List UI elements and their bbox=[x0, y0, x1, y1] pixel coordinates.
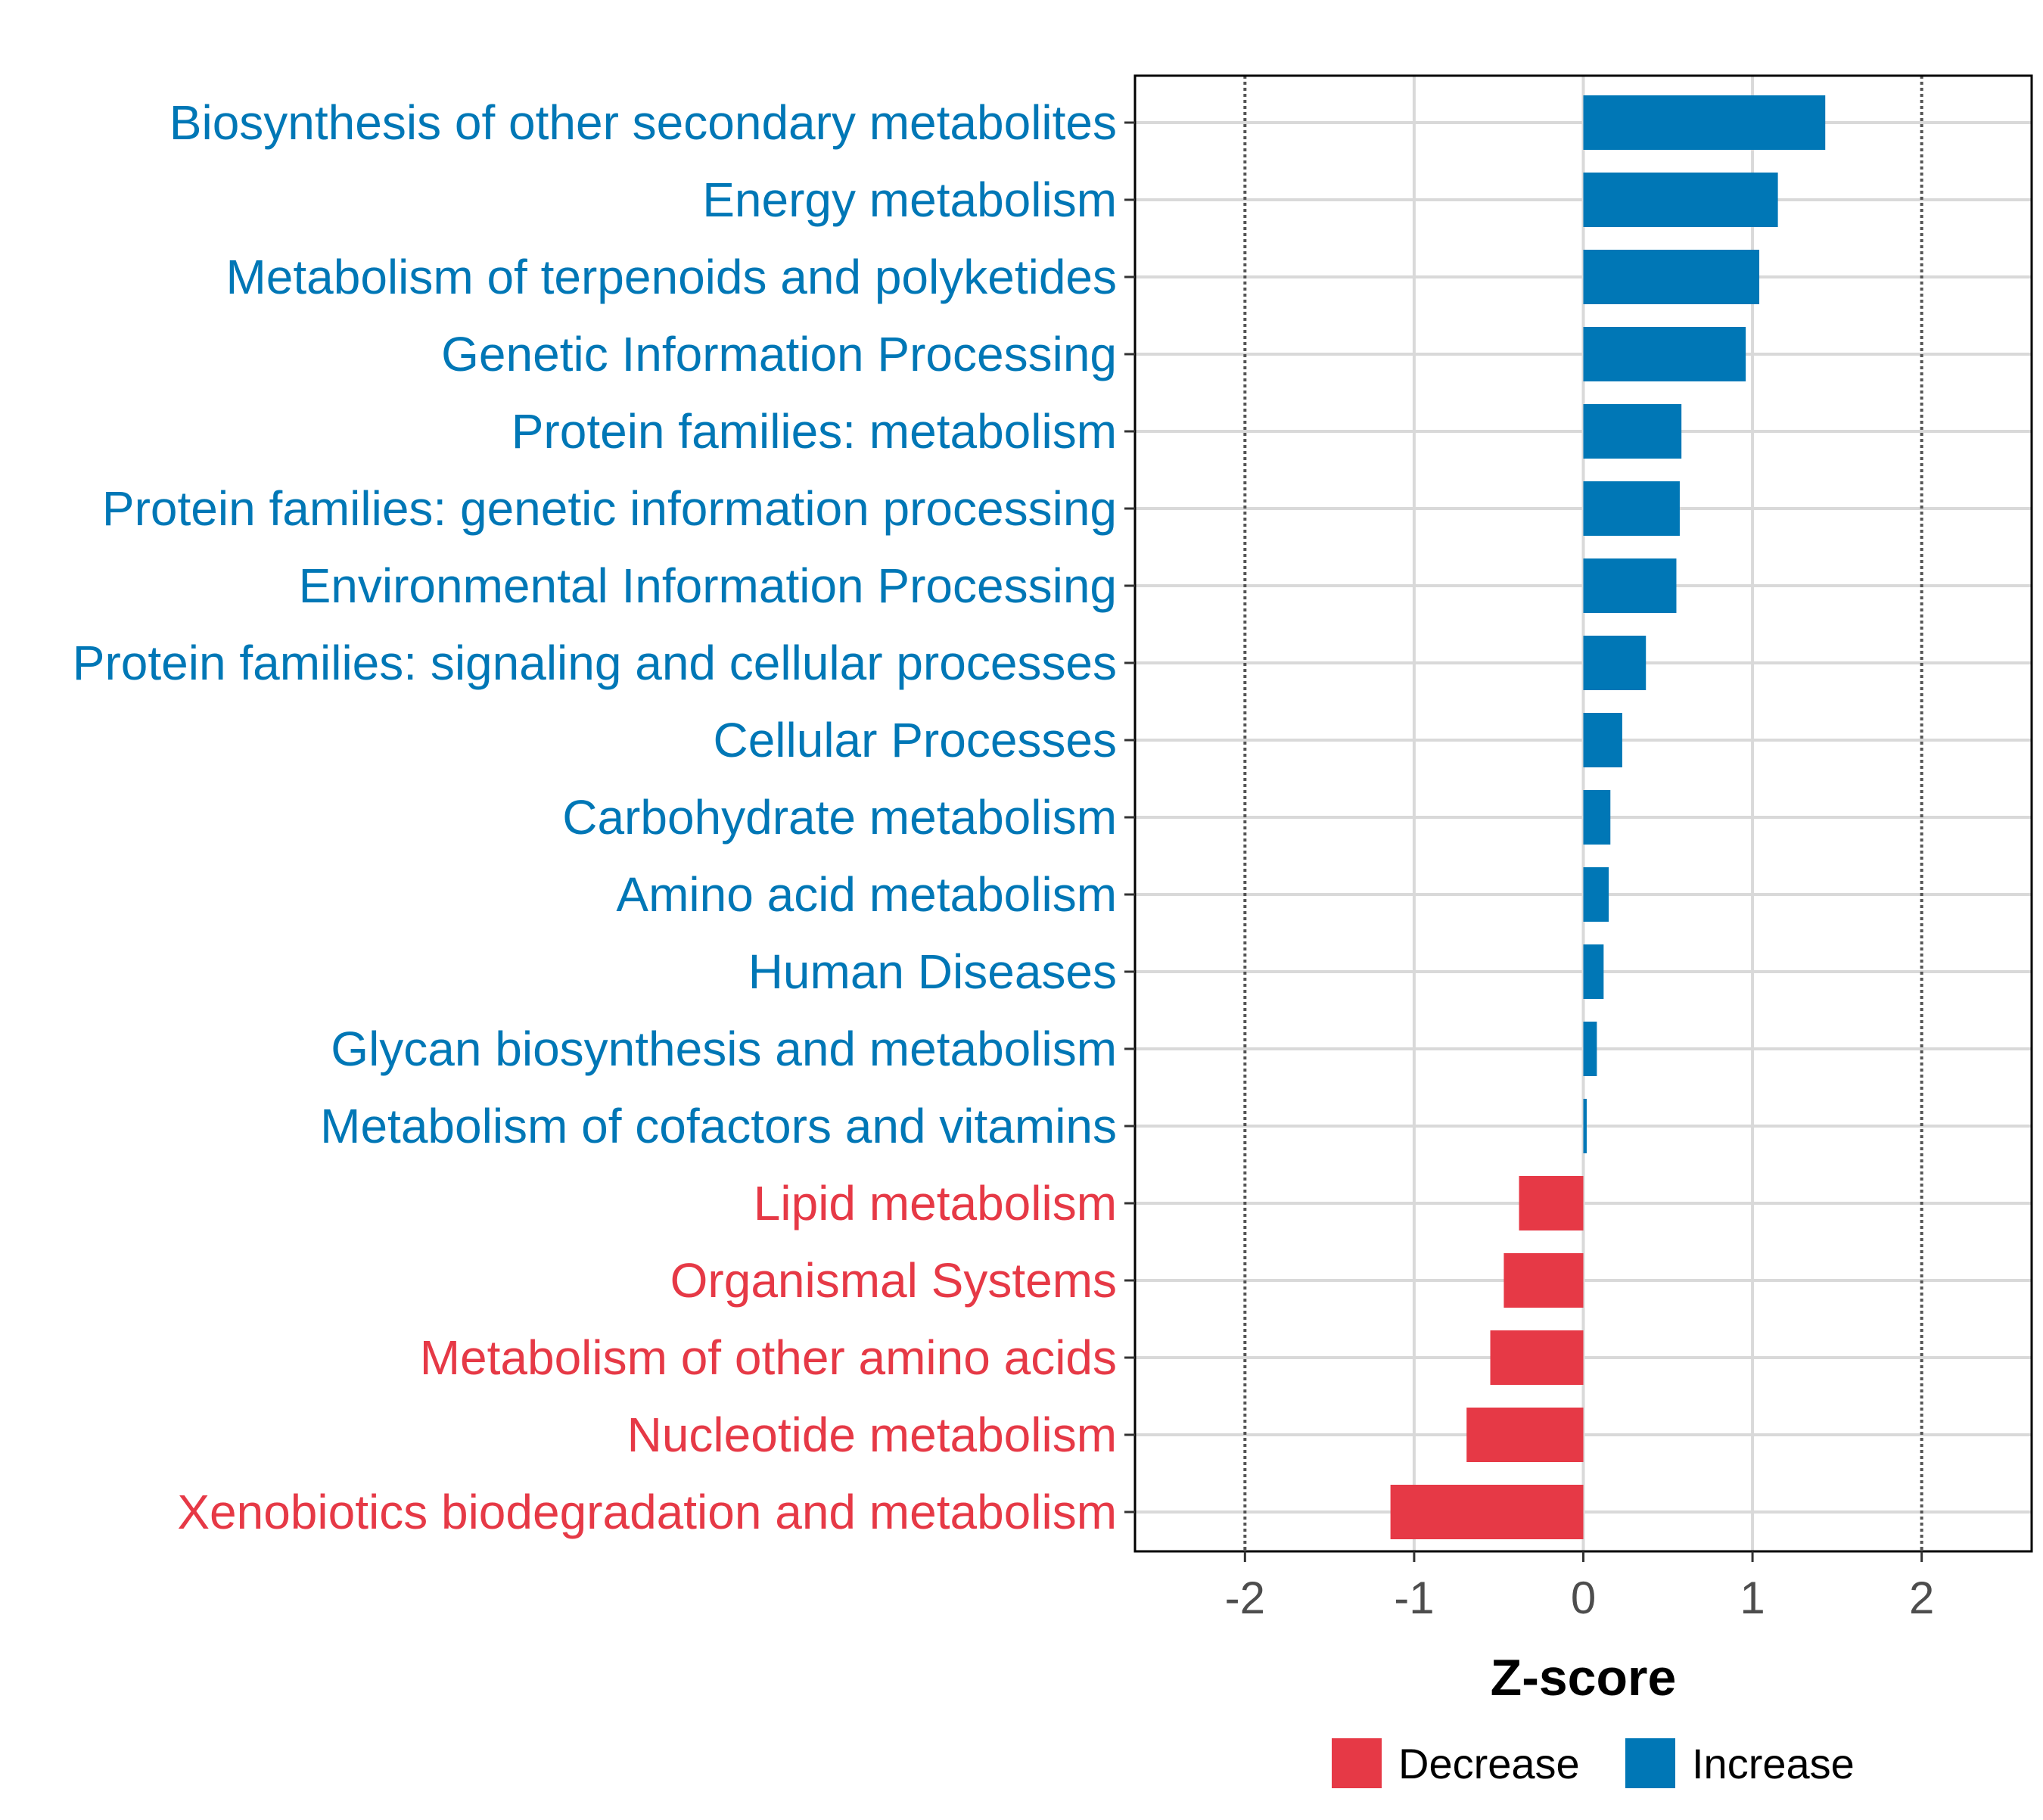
ticks bbox=[1124, 121, 1923, 1562]
legend-label: Decrease bbox=[1398, 1740, 1580, 1787]
bar bbox=[1390, 1485, 1584, 1539]
x-tick-label: -2 bbox=[1225, 1573, 1265, 1623]
bar bbox=[1583, 636, 1647, 690]
x-tick-labels: -2 -1 0 1 2 bbox=[1225, 1573, 1935, 1623]
category-label: Cellular Processes bbox=[713, 713, 1117, 767]
category-label: Xenobiotics biodegradation and metabolis… bbox=[177, 1485, 1117, 1539]
category-label: Nucleotide metabolism bbox=[627, 1408, 1117, 1462]
legend: Decrease Increase bbox=[1332, 1738, 1855, 1788]
x-tick-label: 0 bbox=[1571, 1573, 1596, 1623]
bar bbox=[1490, 1330, 1584, 1385]
category-label: Metabolism of cofactors and vitamins bbox=[320, 1099, 1117, 1153]
legend-key bbox=[1332, 1738, 1382, 1788]
category-label: Carbohydrate metabolism bbox=[562, 790, 1117, 845]
category-label: Protein families: genetic information pr… bbox=[102, 481, 1117, 536]
x-tick-label: 2 bbox=[1909, 1573, 1934, 1623]
x-tick-label: -1 bbox=[1394, 1573, 1434, 1623]
category-label: Lipid metabolism bbox=[754, 1176, 1117, 1230]
category-label: Glycan biosynthesis and metabolism bbox=[331, 1022, 1117, 1076]
x-axis-title: Z-score bbox=[1491, 1649, 1677, 1706]
legend-key bbox=[1625, 1738, 1675, 1788]
bar bbox=[1583, 481, 1680, 536]
category-label: Protein families: metabolism bbox=[512, 404, 1117, 459]
legend-label: Increase bbox=[1692, 1740, 1855, 1787]
bar bbox=[1583, 867, 1609, 922]
bar bbox=[1583, 1099, 1587, 1153]
category-label: Energy metabolism bbox=[702, 173, 1117, 227]
bar bbox=[1583, 173, 1778, 227]
bars bbox=[1390, 95, 1826, 1539]
bar bbox=[1583, 944, 1604, 999]
category-label: Amino acid metabolism bbox=[616, 867, 1117, 922]
category-label: Metabolism of terpenoids and polyketides bbox=[225, 250, 1117, 304]
category-label: Human Diseases bbox=[748, 944, 1117, 999]
category-label: Environmental Information Processing bbox=[299, 558, 1117, 613]
category-label: Biosynthesis of other secondary metaboli… bbox=[169, 95, 1117, 150]
bar bbox=[1583, 558, 1677, 613]
bar bbox=[1466, 1408, 1584, 1462]
x-tick-label: 1 bbox=[1740, 1573, 1765, 1623]
bar bbox=[1583, 790, 1611, 845]
category-label: Metabolism of other amino acids bbox=[420, 1330, 1117, 1385]
bar bbox=[1583, 95, 1826, 150]
bar bbox=[1583, 404, 1682, 459]
bar bbox=[1583, 713, 1622, 767]
category-label: Protein families: signaling and cellular… bbox=[73, 636, 1117, 690]
category-label: Organismal Systems bbox=[670, 1253, 1117, 1308]
bar bbox=[1583, 250, 1760, 304]
bar bbox=[1583, 1022, 1597, 1076]
bar bbox=[1503, 1253, 1584, 1308]
bar bbox=[1519, 1176, 1584, 1230]
bar bbox=[1583, 327, 1746, 381]
category-label: Genetic Information Processing bbox=[441, 327, 1117, 381]
category-labels: Biosynthesis of other secondary metaboli… bbox=[73, 95, 1117, 1539]
